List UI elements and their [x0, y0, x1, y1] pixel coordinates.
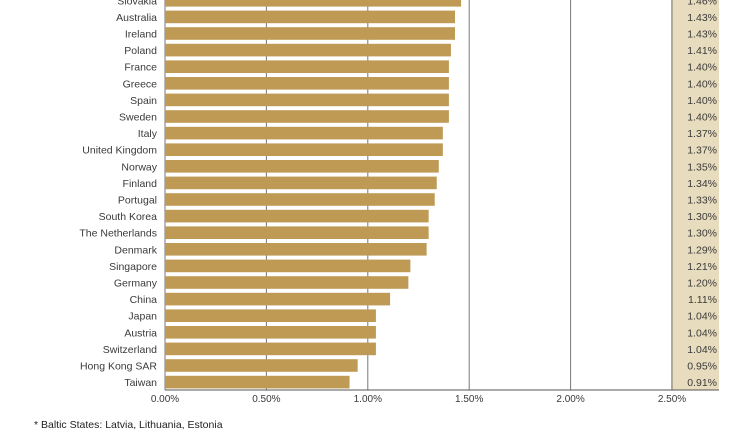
value-label: 1.40%: [687, 78, 717, 90]
category-label: Finland: [123, 178, 158, 190]
bar-singapore: [165, 259, 411, 273]
category-label: Greece: [123, 78, 158, 90]
category-label: Spain: [130, 95, 157, 107]
bar-germany: [165, 276, 409, 289]
category-label: Austria: [124, 327, 157, 339]
bar-taiwan: [165, 375, 350, 389]
category-label: Germany: [114, 278, 158, 290]
bar-sweden: [165, 110, 449, 123]
value-label: 1.20%: [687, 278, 717, 290]
bar-south-korea: [165, 209, 429, 223]
category-label: United Kingdom: [82, 145, 157, 157]
bar-hong-kong-sar: [165, 359, 358, 372]
value-label: 1.43%: [687, 12, 717, 24]
value-label: 1.04%: [687, 311, 717, 323]
bar-austria: [165, 326, 376, 339]
bar-portugal: [165, 193, 435, 206]
category-label: Hong Kong SAR: [80, 361, 157, 373]
category-label: Ireland: [125, 29, 157, 41]
bar-slovakia: [165, 0, 462, 7]
value-label: 1.30%: [687, 228, 717, 240]
bar-finland: [165, 176, 437, 190]
value-label: 1.40%: [687, 62, 717, 74]
value-panel: [671, 0, 719, 390]
value-label: 1.43%: [687, 29, 717, 41]
bar-poland: [165, 43, 451, 57]
category-label: Australia: [116, 12, 157, 24]
value-label: 1.41%: [687, 45, 717, 57]
x-tick-label: 0.50%: [252, 394, 280, 405]
bar-norway: [165, 160, 439, 173]
value-label: 1.30%: [687, 211, 717, 223]
category-label: Slovakia: [117, 0, 157, 7]
value-label: 1.11%: [688, 294, 717, 306]
category-label: Italy: [138, 128, 158, 140]
bar-china: [165, 292, 391, 306]
category-label: Poland: [124, 45, 157, 57]
bar-denmark: [165, 243, 427, 256]
category-label: Singapore: [109, 261, 157, 273]
category-label: South Korea: [99, 211, 158, 223]
value-label: 1.46%: [687, 0, 717, 7]
x-tick-label: 0.00%: [151, 394, 179, 405]
category-label: Switzerland: [103, 344, 157, 356]
bar-switzerland: [165, 342, 376, 356]
bar-united-kingdom: [165, 143, 443, 156]
value-label: 1.40%: [687, 95, 717, 107]
value-label: 1.33%: [687, 195, 717, 207]
value-label: 1.34%: [687, 178, 717, 190]
value-label: 1.37%: [687, 145, 717, 157]
category-label: China: [130, 294, 158, 306]
category-label: Sweden: [119, 112, 157, 124]
category-label: Taiwan: [124, 377, 157, 389]
category-label: France: [124, 62, 157, 74]
category-label: Japan: [128, 311, 157, 323]
bar-japan: [165, 309, 376, 322]
bar-france: [165, 60, 449, 73]
x-tick-label: 1.00%: [354, 394, 382, 405]
x-tick-label: 1.50%: [455, 394, 483, 405]
value-label: 0.91%: [687, 377, 717, 389]
value-label: 1.21%: [687, 261, 717, 273]
bars: [165, 0, 462, 389]
x-tick-label: 2.00%: [556, 394, 584, 405]
bar-spain: [165, 93, 449, 107]
bar-ireland: [165, 27, 456, 40]
x-axis-tick-labels: 0.00% 0.50% 1.00% 1.50% 2.00% 2.50%: [151, 394, 686, 405]
category-label: The Netherlands: [79, 228, 157, 240]
value-label: 1.40%: [687, 112, 717, 124]
bar-greece: [165, 77, 449, 90]
value-labels: 1.46% 1.43% 1.43% 1.41% 1.40% 1.40% 1.40% 1.40%…: [687, 0, 717, 389]
category-label: Denmark: [114, 244, 157, 256]
footnote: * Baltic States: Latvia, Lithuania, Esto…: [34, 419, 223, 431]
bar-italy: [165, 126, 443, 140]
value-label: 1.37%: [687, 128, 717, 140]
value-label: 1.35%: [687, 161, 717, 173]
category-label: Norway: [121, 161, 157, 173]
bar-the-netherlands: [165, 226, 429, 239]
value-label: 1.29%: [687, 244, 717, 256]
category-label: Portugal: [118, 195, 157, 207]
bar-australia: [165, 10, 456, 24]
category-labels: Slovakia Australia Ireland Poland France Gree…: [79, 0, 157, 389]
value-label: 1.04%: [687, 344, 717, 356]
value-label: 1.04%: [687, 327, 717, 339]
x-tick-label: 2.50%: [658, 394, 686, 405]
value-label: 0.95%: [687, 361, 717, 373]
